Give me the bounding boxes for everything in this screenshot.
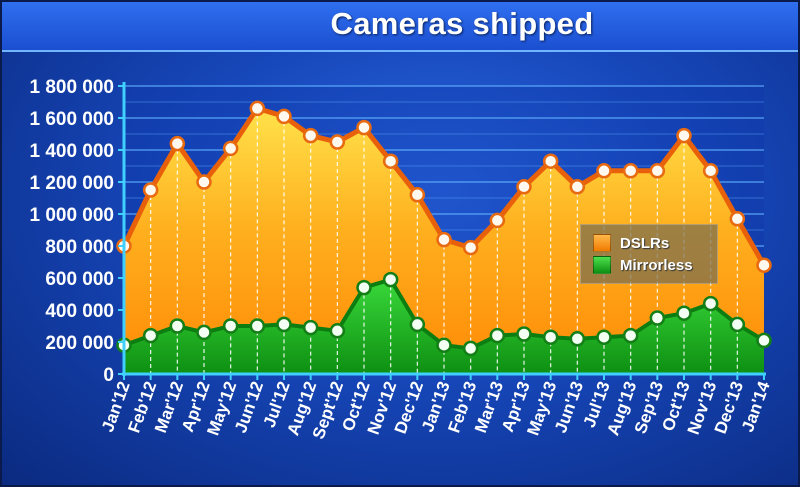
mirrorless-point	[329, 323, 346, 339]
mirrorless-point	[142, 327, 159, 344]
mirrorless-point	[249, 318, 266, 334]
mirrorless-point	[302, 319, 319, 336]
y-tick-label: 1 600 000	[29, 109, 114, 130]
mirrorless-point	[756, 332, 772, 349]
y-tick-label: 400 000	[45, 301, 114, 322]
mirrorless-point	[516, 326, 532, 342]
legend-swatch-mirrorless	[593, 256, 611, 274]
dslrs-point	[676, 127, 692, 144]
mirrorless-point	[542, 329, 559, 345]
mirrorless-point	[569, 331, 586, 347]
dslrs-point	[329, 134, 346, 150]
dslrs-point	[302, 127, 319, 144]
dslrs-point	[489, 212, 506, 229]
y-tick-label: 800 000	[45, 237, 114, 258]
mirrorless-point	[196, 324, 212, 341]
mirrorless-point	[489, 327, 506, 344]
y-tick-label: 0	[103, 365, 114, 386]
legend-item-mirrorless: Mirrorless	[593, 255, 693, 275]
legend-label-dslrs: DSLRs	[620, 234, 670, 252]
dslrs-point	[569, 179, 586, 195]
dslrs-point	[756, 257, 772, 273]
mirrorless-point	[356, 279, 372, 296]
chart-title: Cameras shipped	[330, 6, 594, 41]
y-tick-label: 1 400 000	[29, 141, 114, 162]
dslrs-point	[729, 211, 746, 227]
mirrorless-point	[436, 337, 452, 353]
dslrs-point	[702, 163, 719, 179]
mirrorless-point	[409, 316, 426, 333]
mirrorless-point	[622, 327, 639, 344]
mirrorless-point	[462, 340, 479, 357]
dslrs-point	[409, 187, 426, 203]
mirrorless-point	[676, 305, 692, 321]
y-tick-label: 1 800 000	[29, 77, 114, 98]
mirrorless-point	[222, 318, 239, 334]
mirrorless-point	[729, 316, 746, 333]
dslrs-point	[169, 135, 186, 152]
mirrorless-point	[169, 318, 186, 334]
legend-label-mirrorless: Mirrorless	[620, 256, 693, 274]
dslrs-point	[356, 119, 372, 136]
mirrorless-point	[649, 310, 666, 326]
dslrs-point	[276, 108, 292, 125]
title-bar: Cameras shipped	[2, 2, 798, 52]
dslrs-point	[436, 231, 452, 248]
dslrs-point	[622, 163, 639, 179]
dslrs-point	[516, 179, 532, 195]
dslrs-point	[596, 163, 612, 179]
dslrs-point	[196, 174, 212, 190]
mirrorless-point	[596, 329, 612, 345]
legend: DSLRs Mirrorless	[580, 224, 718, 284]
dslrs-point	[462, 239, 479, 256]
y-tick-label: 600 000	[45, 269, 114, 290]
dslrs-point	[542, 153, 559, 169]
dslrs-point	[142, 182, 159, 198]
y-tick-label: 1 200 000	[29, 173, 114, 194]
dslrs-point	[249, 100, 266, 117]
y-tick-label: 200 000	[45, 333, 114, 354]
dslrs-point	[382, 153, 399, 169]
dslrs-point	[222, 140, 239, 157]
mirrorless-point	[702, 295, 719, 312]
dslrs-point	[649, 163, 666, 179]
y-tick-label: 1 000 000	[29, 205, 114, 226]
legend-item-dslrs: DSLRs	[593, 233, 669, 253]
mirrorless-point	[276, 316, 292, 333]
legend-swatch-dslrs	[593, 234, 611, 252]
mirrorless-point	[382, 271, 399, 288]
